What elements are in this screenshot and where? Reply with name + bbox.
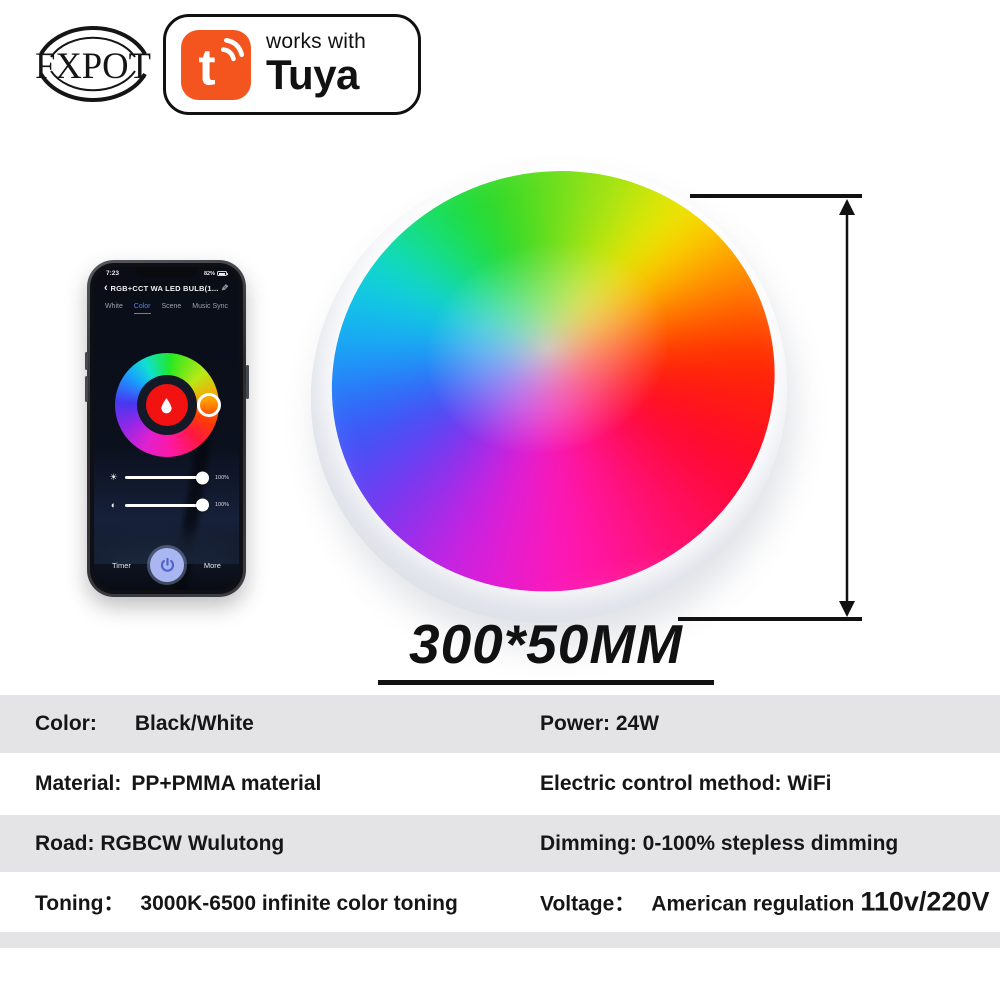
power-icon — [160, 557, 174, 572]
svg-text:t: t — [199, 37, 216, 95]
spec-value-toning: 3000K-6500 infinite color toning — [140, 892, 458, 915]
bulb-drop-icon — [161, 397, 172, 413]
spec-label-material: Material: — [35, 772, 122, 795]
app-tabs: White Color Scene Music Sync — [94, 303, 239, 314]
spec-row-color: Color: Black/White Power: 24W — [0, 695, 1000, 753]
spec-row-road: Road: RGBCW Wulutong Dimming: 0-100% ste… — [0, 815, 1000, 872]
tuya-badge: t works with Tuya — [163, 14, 421, 115]
spec-row-material: Material: PP+PMMA material Electric contr… — [0, 753, 1000, 815]
timer-button[interactable]: Timer — [112, 560, 131, 570]
color-wheel[interactable] — [114, 353, 221, 457]
dimension-cap-top — [690, 194, 862, 198]
spec-control-method: Electric control method: WiFi — [540, 772, 832, 795]
color-wheel-hub — [136, 375, 197, 435]
tuya-works-with-label: works with — [266, 30, 367, 54]
brightness-icon: ☀ — [109, 472, 118, 482]
saturation-value: 100% — [215, 502, 230, 508]
battery-icon — [217, 271, 228, 276]
spec-label-voltage: Voltage： — [540, 892, 636, 916]
spec-voltage-values: 110v/220V — [860, 886, 990, 917]
app-header: ‹ RGB+CCT WA LED BULB(1... ✎ — [94, 283, 239, 294]
app-screen: 7:23 82% ‹ RGB+CCT WA LED BULB(1... ✎ Wh… — [94, 267, 239, 590]
phone-power-side-button — [245, 365, 249, 399]
spec-road: Road: RGBCW Wulutong — [35, 831, 285, 855]
spec-power: Power: 24W — [540, 712, 660, 735]
tuya-name-label: Tuya — [266, 51, 359, 99]
brightness-slider: ☀ 100% — [108, 471, 230, 484]
back-chevron-icon[interactable]: ‹ — [104, 282, 108, 294]
power-button[interactable] — [150, 548, 185, 582]
spec-label-color: Color: — [35, 712, 97, 735]
edit-icon[interactable]: ✎ — [221, 283, 229, 293]
fxpot-logo: FXPOT — [35, 26, 151, 102]
brightness-track[interactable] — [125, 471, 209, 484]
phone-notch — [135, 267, 198, 277]
size-dimension-label: 300*50MM — [378, 612, 714, 685]
battery-percent: 82% — [203, 270, 215, 277]
smartphone: 7:23 82% ‹ RGB+CCT WA LED BULB(1... ✎ Wh… — [84, 260, 249, 597]
spec-row-toning: Toning： 3000K-6500 infinite color toning … — [0, 872, 1000, 932]
tab-white[interactable]: White — [104, 303, 123, 310]
status-time: 7:23 — [106, 270, 120, 277]
app-footer: Timer More — [94, 548, 239, 582]
spec-value-voltage: American regulation — [651, 892, 855, 916]
more-button[interactable]: More — [203, 560, 221, 570]
phone-volume-down-button — [84, 376, 88, 402]
tab-music-sync[interactable]: Music Sync — [192, 303, 229, 310]
spec-value-color: Black/White — [134, 712, 254, 735]
dimension-cap-bottom — [678, 617, 862, 621]
dimension-arrow — [839, 199, 855, 617]
saturation-track[interactable] — [125, 498, 209, 512]
spec-value-material: PP+PMMA material — [131, 772, 322, 795]
spec-bottom-band — [0, 932, 1000, 948]
phone-volume-up-button — [84, 352, 88, 370]
saturation-slider: ◐ 100% — [108, 498, 230, 512]
brightness-value: 100% — [215, 474, 230, 481]
saturation-knob[interactable] — [195, 498, 209, 512]
fxpot-logo-text: FXPOT — [35, 46, 151, 87]
tab-color[interactable]: Color — [133, 303, 151, 314]
tab-scene[interactable]: Scene — [161, 303, 182, 310]
phone-bezel: 7:23 82% ‹ RGB+CCT WA LED BULB(1... ✎ Wh… — [90, 263, 243, 594]
spec-dimming: Dimming: 0-100% stepless dimming — [540, 831, 899, 855]
status-bar: 7:23 82% — [94, 270, 239, 277]
selected-color-swatch — [145, 384, 188, 426]
brightness-knob[interactable] — [195, 471, 209, 484]
color-picker-handle[interactable] — [196, 393, 221, 417]
ceiling-light — [253, 104, 845, 682]
saturation-icon: ◐ — [110, 500, 117, 510]
spec-label-toning: Toning： — [35, 892, 125, 915]
tuya-icon: t — [181, 29, 251, 100]
device-title: RGB+CCT WA LED BULB(1... — [110, 284, 219, 293]
